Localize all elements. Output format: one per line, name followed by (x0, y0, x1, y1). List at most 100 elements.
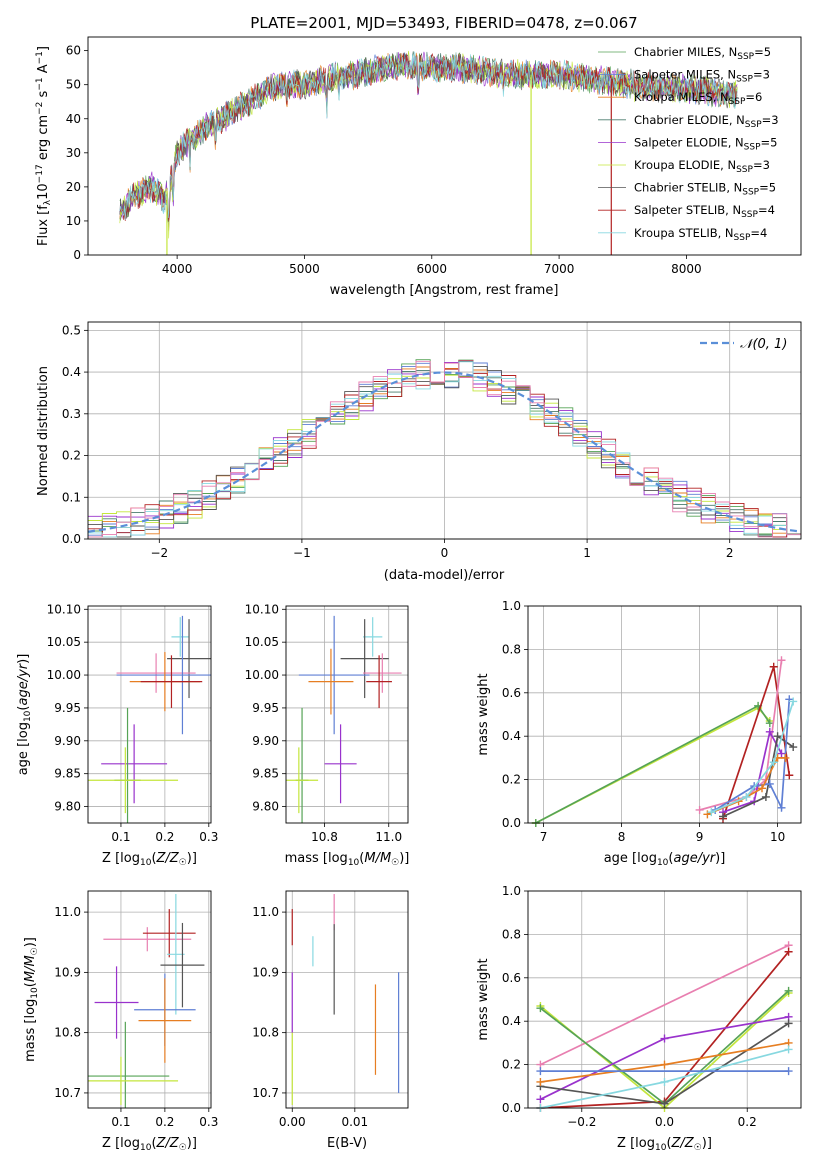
weight-marker (761, 792, 770, 801)
x-tick-label: 7 (540, 830, 548, 844)
weight-line-kroupa_elodie (535, 706, 771, 824)
mass-vs-ebv-panel: 0.00 0.01 10.7 10.8 10.9 11.0 E(B-V) (252, 890, 409, 1151)
y-tick-label: 0.0 (502, 1101, 521, 1115)
axes-frame (285, 605, 409, 824)
weight-marker (660, 1034, 669, 1043)
y-tick-label: 50 (66, 78, 81, 92)
y-tick-label: 9.95 (54, 701, 81, 715)
y-tick-label: 40 (66, 112, 81, 126)
weight-marker (536, 1095, 545, 1104)
x-tick-label: 10 (770, 830, 785, 844)
y-tick-label: 1.0 (502, 884, 521, 898)
y-tick-label: 0.2 (502, 773, 521, 787)
legend-entry: Salpeter STELIB, NSSP=4 (634, 203, 775, 220)
y-tick-label: 0.5 (62, 323, 81, 337)
weight-marker (707, 808, 716, 817)
y-axis-label: Normed distribution (36, 366, 51, 496)
y-tick-label: 0.0 (62, 532, 81, 546)
y-tick-label: 1.0 (502, 599, 521, 613)
weight-vs-metallicity-panel: −0.2 0.0 0.2 0.0 0.2 0.4 0.6 0.8 1.0 Z [log10(Z/Z… (476, 884, 802, 1153)
x-tick-label: 0.2 (155, 1115, 174, 1129)
weight-marker (769, 758, 778, 767)
weight-marker (536, 1067, 545, 1076)
y-tick-label: 10.05 (245, 635, 279, 649)
x-tick-label: 0.2 (155, 830, 174, 844)
legend-entry: Salpeter MILES, NSSP=3 (634, 68, 770, 85)
weight-line-kroupa_stelib (710, 701, 795, 813)
y-tick-label: 10.8 (54, 1026, 81, 1040)
x-tick-label: 4000 (162, 262, 193, 276)
y-tick-label: 0.3 (62, 407, 81, 421)
weight-marker (784, 1019, 793, 1028)
y-tick-label: 10.00 (47, 668, 81, 682)
spectrum-line-kroupa_stelib (119, 51, 738, 220)
y-tick-label: 0.4 (502, 1014, 521, 1028)
legend-entry: Kroupa ELODIE, NSSP=3 (634, 158, 770, 175)
x-tick-label: −0.2 (567, 1115, 596, 1129)
y-axis-label: age [log10(age/yr)] (16, 654, 33, 776)
x-tick-label: 0.3 (199, 1115, 218, 1129)
y-tick-label: 0.0 (502, 816, 521, 830)
x-tick-label: 0.2 (738, 1115, 757, 1129)
axes-frame (87, 605, 212, 824)
y-tick-label: 9.85 (54, 767, 81, 781)
y-tick-label: 9.80 (252, 800, 279, 814)
x-tick-label: 11.0 (375, 830, 402, 844)
y-tick-label: 0 (73, 248, 81, 262)
x-axis-label: Z [log10(Z/Z☉)] (102, 851, 197, 868)
residuals-panel: −2 −1 0 1 2 0.0 0.1 0.2 0.3 0.4 0.5 𝒩(0, 1) (data-mo… (36, 321, 802, 583)
spectrum-line-salpeter_stelib (119, 52, 738, 221)
x-axis-label: (data-model)/error (384, 568, 505, 583)
x-tick-label: 0.00 (279, 1115, 306, 1129)
x-axis-label: wavelength [Angstrom, rest frame] (330, 283, 559, 298)
weight-marker (784, 986, 793, 995)
weight-marker (758, 784, 766, 793)
y-tick-label: 20 (66, 180, 81, 194)
weight-marker (742, 792, 751, 801)
y-tick-label: 0.1 (62, 490, 81, 504)
x-tick-label: 9 (696, 830, 704, 844)
y-axis-label: Flux [fλ10−17 erg cm−2 s−1 A−1] (35, 46, 53, 246)
weight-marker (765, 727, 774, 736)
y-tick-label: 10.00 (245, 668, 279, 682)
y-tick-label: 0.4 (502, 729, 521, 743)
axes-frame (87, 890, 212, 1109)
y-tick-label: 11.0 (54, 905, 81, 919)
y-tick-label: 9.95 (252, 701, 279, 715)
figure-title: PLATE=2001, MJD=53493, FIBERID=0478, z=0… (250, 14, 637, 32)
x-axis-label: E(B-V) (327, 1136, 367, 1151)
axes-frame (87, 321, 802, 540)
normal-curve (87, 371, 802, 533)
x-tick-label: 0 (441, 546, 449, 560)
weight-marker (536, 1004, 545, 1013)
x-tick-label: 7000 (544, 262, 575, 276)
weight-marker (785, 771, 794, 780)
y-axis-label: mass weight (476, 958, 491, 1040)
y-tick-label: 0.2 (62, 449, 81, 463)
x-tick-label: 2 (726, 546, 734, 560)
axes-frame (527, 605, 802, 824)
weight-marker (789, 743, 798, 752)
y-tick-label: 0.4 (62, 365, 81, 379)
x-axis-label: mass [log10(M/M☉)] (285, 851, 410, 868)
x-tick-label: 0.3 (199, 830, 218, 844)
weight-marker (660, 1060, 669, 1069)
weight-marker (789, 697, 798, 706)
y-tick-label: 9.90 (54, 734, 81, 748)
age-vs-metallicity-panel: 0.1 0.2 0.3 9.80 9.85 9.90 9.95 10.00 10.05 10.10… (16, 602, 218, 868)
y-tick-label: 60 (66, 44, 81, 58)
x-axis-label: Z [log10(Z/Z☉)] (102, 1136, 197, 1153)
y-tick-label: 9.90 (252, 734, 279, 748)
y-tick-label: 10 (66, 214, 81, 228)
weight-marker (777, 656, 786, 665)
y-tick-label: 0.8 (502, 642, 521, 656)
axes-frame (87, 36, 802, 256)
x-tick-label: 0.1 (111, 830, 130, 844)
y-axis-label: mass weight (476, 673, 491, 755)
x-tick-label: 0.1 (111, 1115, 130, 1129)
y-tick-label: 0.8 (502, 927, 521, 941)
y-axis-label: mass [log10(M/M☉)] (23, 937, 40, 1062)
x-tick-label: 8000 (671, 262, 702, 276)
legend-entry: Chabrier MILES, NSSP=5 (634, 45, 771, 62)
